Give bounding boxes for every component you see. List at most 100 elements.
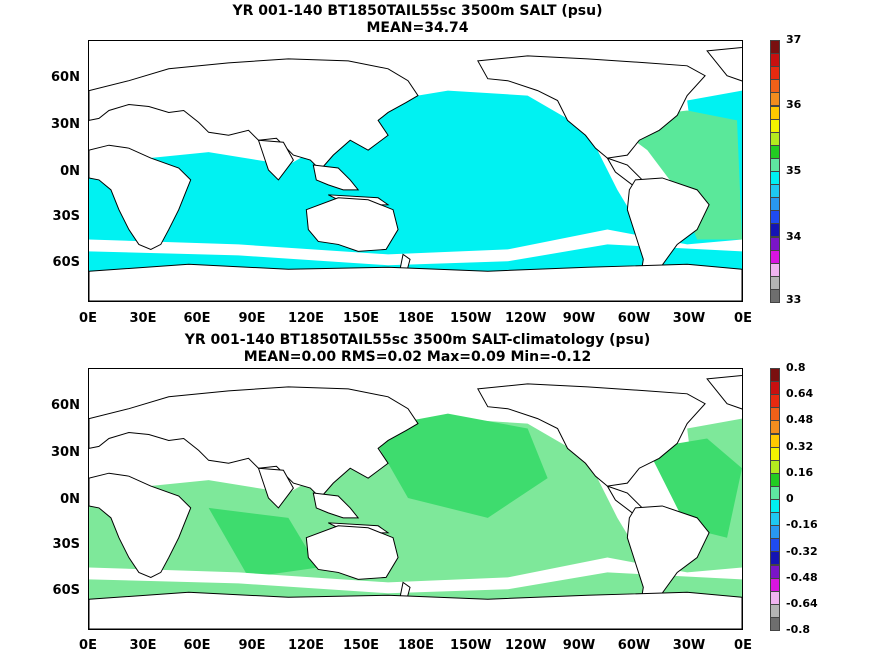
landmass — [706, 46, 742, 82]
landmass — [89, 144, 192, 250]
landmass — [257, 467, 294, 509]
bottom-title-line2: MEAN=0.00 RMS=0.02 Max=0.09 Min=-0.12 — [243, 349, 592, 365]
value-patch — [208, 507, 319, 578]
lon-label: 150E — [342, 311, 380, 326]
colorbar-tick: 35 — [786, 164, 802, 177]
colorbar-swatch — [770, 485, 780, 500]
map-canvas — [89, 41, 742, 301]
lon-label: 0E — [734, 638, 752, 653]
lat-label-60s: 60S — [52, 255, 80, 270]
colorbar-swatch — [770, 577, 780, 592]
colorbar-swatch — [770, 459, 780, 474]
colorbar-swatch — [770, 249, 780, 264]
colorbar-swatch — [770, 394, 780, 409]
lon-label: 150W — [450, 311, 492, 326]
colorbar-swatch — [770, 40, 780, 55]
colorbar-tick: -0.8 — [786, 623, 811, 636]
lon-label: 120E — [287, 638, 325, 653]
lat-label-30s: 30S — [52, 209, 80, 224]
top-salinity-map — [88, 40, 743, 302]
lon-label: 150E — [342, 638, 380, 653]
colorbar-swatch — [770, 184, 780, 199]
lon-label: 120W — [505, 638, 547, 653]
top-colorbar — [770, 40, 780, 303]
no-data-band — [89, 557, 742, 594]
colorbar-swatch — [770, 499, 780, 514]
lon-label: 0E — [79, 638, 97, 653]
top-title-line1: YR 001-140 BT1850TAIL55sc 3500m SALT (ps… — [232, 3, 603, 19]
bottom-colorbar — [770, 368, 780, 631]
colorbar-swatch — [770, 171, 780, 186]
landmass — [477, 383, 706, 487]
colorbar-swatch — [770, 381, 780, 396]
lon-label: 90E — [238, 311, 266, 326]
lon-label: 120E — [287, 311, 325, 326]
colorbar-tick: 0.32 — [786, 440, 814, 453]
colorbar-swatch — [770, 223, 780, 238]
colorbar-swatch — [770, 420, 780, 435]
lon-label: 180E — [397, 638, 435, 653]
colorbar-swatch — [770, 603, 780, 618]
colorbar-swatch — [770, 105, 780, 120]
lon-label: 30W — [672, 311, 706, 326]
colorbar-swatch — [770, 590, 780, 605]
colorbar-swatch — [770, 472, 780, 487]
colorbar-swatch — [770, 66, 780, 81]
lon-label: 60W — [617, 638, 651, 653]
landmass — [305, 197, 399, 252]
value-patch — [368, 413, 548, 518]
lat-label-30s: 30S — [52, 537, 80, 552]
lat-label-60n: 60N — [51, 398, 80, 413]
landmass — [706, 374, 742, 410]
lat-label-60n: 60N — [51, 70, 80, 85]
colorbar-swatch — [770, 512, 780, 527]
lat-label-60s: 60S — [52, 583, 80, 598]
colorbar-swatch — [770, 236, 780, 251]
lon-label: 30E — [129, 638, 157, 653]
colorbar-swatch — [770, 157, 780, 172]
colorbar-swatch — [770, 79, 780, 94]
colorbar-tick: 0.48 — [786, 413, 814, 426]
lon-label: 0E — [79, 311, 97, 326]
colorbar-tick: 0.8 — [786, 361, 806, 374]
landmass — [305, 525, 399, 580]
colorbar-swatch — [770, 262, 780, 277]
colorbar-tick: -0.16 — [786, 518, 818, 531]
lat-label-30n: 30N — [51, 445, 80, 460]
lon-label: 60E — [183, 638, 211, 653]
colorbar-tick: -0.64 — [786, 597, 818, 610]
lat-label-0n: 0N — [60, 164, 80, 179]
landmass — [257, 139, 294, 181]
value-patch — [647, 438, 742, 538]
lon-label: 60W — [617, 311, 651, 326]
colorbar-swatch — [770, 131, 780, 146]
colorbar-swatch — [770, 551, 780, 566]
lon-label: 0E — [734, 311, 752, 326]
lon-label: 30E — [129, 311, 157, 326]
colorbar-swatch — [770, 144, 780, 159]
landmass — [89, 591, 742, 629]
lat-label-30n: 30N — [51, 117, 80, 132]
lon-label: 150W — [450, 638, 492, 653]
colorbar-tick: -0.48 — [786, 571, 818, 584]
colorbar-swatch — [770, 197, 780, 212]
colorbar-swatch — [770, 433, 780, 448]
colorbar-swatch — [770, 407, 780, 422]
lon-label: 30W — [672, 638, 706, 653]
colorbar-tick: 36 — [786, 98, 802, 111]
landmass — [312, 164, 360, 191]
colorbar-swatch — [770, 210, 780, 225]
colorbar-swatch — [770, 564, 780, 579]
lat-label-0n: 0N — [60, 492, 80, 507]
map-canvas — [89, 369, 742, 629]
colorbar-tick: 34 — [786, 230, 802, 243]
lon-label: 60E — [183, 311, 211, 326]
colorbar-swatch — [770, 538, 780, 553]
colorbar-tick: 0.16 — [786, 466, 814, 479]
colorbar-swatch — [770, 53, 780, 68]
landmass — [312, 492, 360, 519]
colorbar-tick: 33 — [786, 293, 802, 306]
lon-label: 180E — [397, 311, 435, 326]
lon-label: 90E — [238, 638, 266, 653]
lon-label: 120W — [505, 311, 547, 326]
